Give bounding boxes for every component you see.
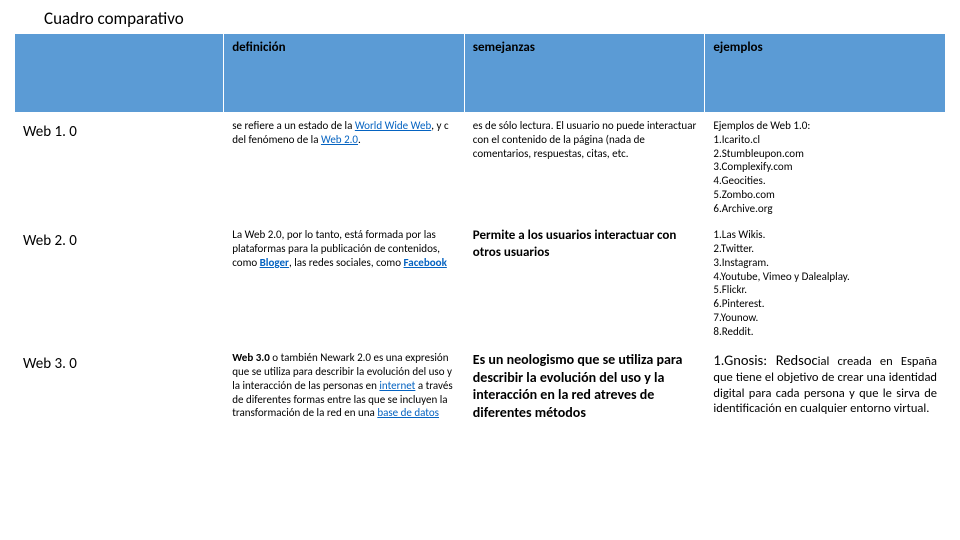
list-item: 5.Flickr. <box>713 283 747 296</box>
table-row: Web 2. 0 La Web 2.0, por lo tanto, está … <box>15 222 946 345</box>
header-row: definición semejanzas ejemplos <box>15 34 946 113</box>
link-web20[interactable]: Web 2.0 <box>321 133 358 146</box>
list-item: 7.Younow. <box>713 311 758 324</box>
list-item: 3.Complexify.com <box>713 160 792 173</box>
link-base-de-datos[interactable]: base de datos <box>377 406 439 419</box>
cell-web1-def: se refiere a un estado de la World Wide … <box>224 113 465 222</box>
link-bloger[interactable]: Bloger <box>260 256 289 269</box>
table-row: Web 3. 0 Web 3.0 o también Newark 2.0 es… <box>15 345 946 428</box>
cell-web2-ej: 1.Las Wikis. 2.Twitter. 3.Instagram. 4.Y… <box>705 222 946 345</box>
row-label-web3: Web 3. 0 <box>15 345 224 428</box>
cell-web1-sem: es de sólo lectura. El usuario no puede … <box>464 113 705 222</box>
text: Ejemplos de Web 1.0: <box>713 119 810 132</box>
text: 1.Gnosis: Redsoc <box>713 351 817 369</box>
list-item: 3.Instagram. <box>713 256 769 269</box>
page: Cuadro comparativo definición semejanzas… <box>0 0 960 428</box>
cell-web2-def: La Web 2.0, por lo tanto, está formada p… <box>224 222 465 345</box>
header-ejemplos: ejemplos <box>705 34 946 113</box>
list-item: 2.Twitter. <box>713 242 754 255</box>
cell-web2-sem: Permite a los usuarios interactuar con o… <box>464 222 705 345</box>
cell-web3-def: Web 3.0 o también Newark 2.0 es una expr… <box>224 345 465 428</box>
text: se refiere a un estado de la <box>232 119 355 132</box>
cell-web1-ej: Ejemplos de Web 1.0: 1.Icarito.cl 2.Stum… <box>705 113 946 222</box>
comparison-table: definición semejanzas ejemplos Web 1. 0 … <box>14 33 946 428</box>
list-item: 8.Reddit. <box>713 325 753 338</box>
link-internet[interactable]: internet <box>379 379 415 392</box>
text: Web 3.0 <box>232 351 270 364</box>
list-item: 5.Zombo.com <box>713 188 774 201</box>
header-definicion: definición <box>224 34 465 113</box>
row-label-web2: Web 2. 0 <box>15 222 224 345</box>
list-item: 6.Archive.org <box>713 202 772 215</box>
link-facebook[interactable]: Facebook <box>404 256 447 269</box>
list-item: 4.Youtube, Vimeo y Dalealplay. <box>713 270 849 283</box>
list-item: 1.Icarito.cl <box>713 133 760 146</box>
list-item: 1.Las Wikis. <box>713 228 765 241</box>
text: . <box>358 133 361 146</box>
link-www[interactable]: World Wide Web <box>355 119 431 132</box>
cell-web3-ej: 1.Gnosis: Redsocial creada en España que… <box>705 345 946 428</box>
row-label-web1: Web 1. 0 <box>15 113 224 222</box>
header-empty <box>15 34 224 113</box>
cell-web3-sem: Es un neologismo que se utiliza para des… <box>464 345 705 428</box>
header-semejanzas: semejanzas <box>464 34 705 113</box>
page-title: Cuadro comparativo <box>44 8 946 29</box>
list-item: 6.Pinterest. <box>713 297 764 310</box>
table-row: Web 1. 0 se refiere a un estado de la Wo… <box>15 113 946 222</box>
list-item: 2.Stumbleupon.com <box>713 147 804 160</box>
list-item: 4.Geocities. <box>713 174 765 187</box>
text: , las redes sociales, como <box>289 256 404 269</box>
